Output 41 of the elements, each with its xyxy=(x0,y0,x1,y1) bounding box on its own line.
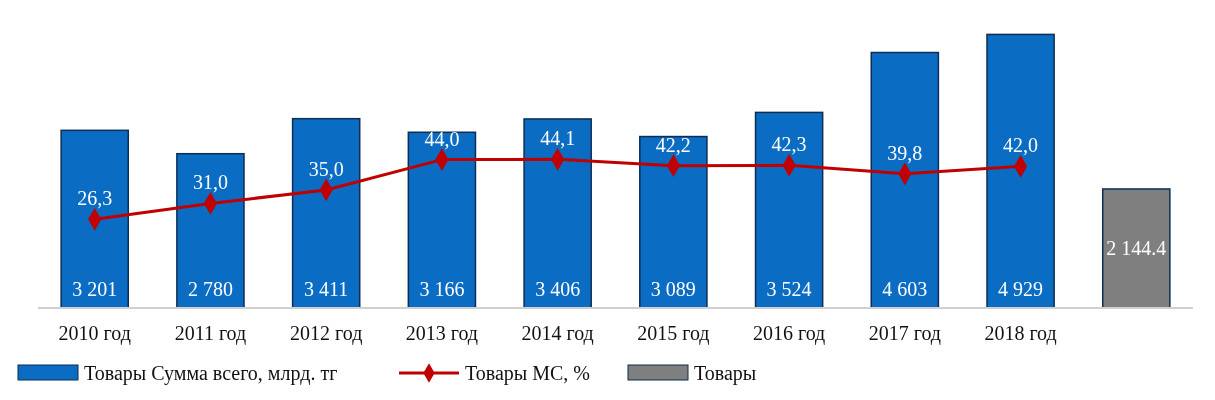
x-tick-label: 2011 год xyxy=(174,322,247,345)
data-label: 3 166 xyxy=(419,278,465,300)
data-label: 42,3 xyxy=(771,133,807,156)
data-label: 26,3 xyxy=(77,187,113,210)
bar xyxy=(986,33,1055,309)
data-label: 2 780 xyxy=(187,278,233,300)
data-label: 2 144.4 xyxy=(1106,237,1167,260)
data-label: 44,1 xyxy=(540,127,576,150)
bar xyxy=(754,111,824,309)
x-tick-label: 2014 год xyxy=(521,322,594,345)
data-label: 3 524 xyxy=(766,278,812,300)
bar xyxy=(407,131,477,309)
data-label: 39,8 xyxy=(887,141,923,164)
bar xyxy=(1101,188,1171,309)
bar xyxy=(291,117,361,309)
x-tick-label: 2010 год xyxy=(58,322,131,345)
data-label: 42,0 xyxy=(1003,134,1039,157)
data-label: 35,0 xyxy=(308,157,344,180)
legend-label: Товары Сумма всего, млрд. тг xyxy=(84,362,338,385)
data-label: 44,0 xyxy=(424,127,460,150)
bar xyxy=(870,51,940,309)
x-tick-label: 2016 год xyxy=(752,322,826,345)
x-tick-label: 2013 год xyxy=(405,322,479,345)
bar xyxy=(60,129,130,309)
data-label: 42,2 xyxy=(655,133,691,156)
bar xyxy=(523,118,592,309)
x-tick-label: 2015 год xyxy=(637,322,710,345)
data-label: 3 411 xyxy=(304,278,349,300)
x-tick-label: 2012 год xyxy=(290,322,363,345)
bar xyxy=(176,152,245,309)
bar xyxy=(639,135,708,309)
legend-label: Товары xyxy=(694,362,757,385)
data-label: 4 603 xyxy=(882,278,928,300)
data-label: 3 201 xyxy=(72,278,118,300)
x-tick-label: 2018 год xyxy=(984,322,1057,345)
data-label: 3 089 xyxy=(650,278,696,300)
data-label: 3 406 xyxy=(535,278,581,300)
data-label: 4 929 xyxy=(998,278,1044,300)
legend-label: Товары МС, % xyxy=(465,362,590,385)
data-label: 31,0 xyxy=(192,171,228,194)
x-tick-label: 2017 год xyxy=(868,322,941,345)
